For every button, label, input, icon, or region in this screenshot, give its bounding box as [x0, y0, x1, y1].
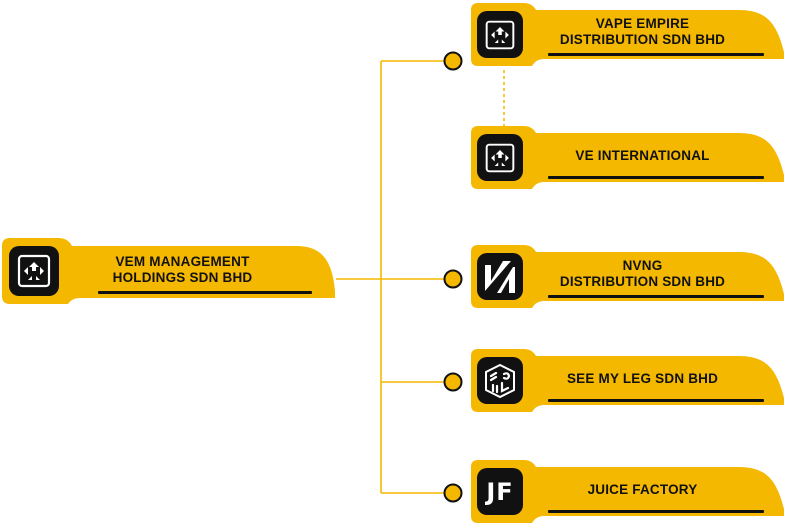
card-underline	[548, 295, 764, 298]
ve-international-logo-icon	[477, 134, 523, 181]
see-my-leg-logo-icon	[477, 357, 523, 404]
company-name-line1: SEE MY LEG SDN BHD	[566, 371, 719, 386]
subsidiary-card-ve-international: VE INTERNATIONAL	[468, 125, 788, 191]
vape-empire-logo-icon	[477, 11, 523, 58]
parent-name-line1: VEM MANAGEMENT	[115, 254, 250, 269]
company-name-line1: JUICE FACTORY	[587, 482, 698, 497]
company-name-line1: NVNG	[622, 258, 663, 273]
parent-name-line2: HOLDINGS SDN BHD	[112, 270, 253, 285]
node-dot-3	[443, 269, 463, 289]
node-dot-5	[443, 483, 463, 503]
subsidiary-card-juice-factory: JF JUICE FACTORY	[468, 459, 788, 527]
card-shape	[471, 245, 784, 308]
card-underline	[548, 399, 764, 402]
company-name: VE INTERNATIONAL	[540, 139, 745, 173]
card-underline	[548, 176, 764, 179]
company-name-line1: VE INTERNATIONAL	[575, 148, 710, 163]
parent-underline	[98, 291, 312, 294]
company-name-line2: DISTRIBUTION SDN BHD	[559, 274, 726, 289]
node-dot-4	[443, 372, 463, 392]
company-name: SEE MY LEG SDN BHD	[540, 362, 745, 396]
juice-factory-logo-icon: JF	[477, 468, 523, 515]
subsidiary-card-nvng: NVNG DISTRIBUTION SDN BHD	[468, 244, 788, 312]
company-name: NVNG DISTRIBUTION SDN BHD	[540, 256, 745, 292]
card-shape	[471, 126, 784, 189]
juice-factory-logo-text: JF	[486, 477, 514, 506]
card-shape	[471, 349, 784, 412]
card-underline	[548, 53, 764, 56]
company-name-line2: DISTRIBUTION SDN BHD	[559, 32, 726, 47]
card-shape	[471, 3, 784, 66]
company-name: VAPE EMPIRE DISTRIBUTION SDN BHD	[540, 14, 745, 50]
nvng-logo-icon	[477, 253, 523, 300]
subsidiary-card-see-my-leg: SEE MY LEG SDN BHD	[468, 348, 788, 416]
parent-card-shape	[2, 238, 335, 304]
parent-company-card: VEM MANAGEMENT HOLDINGS SDN BHD	[0, 236, 340, 306]
company-name-line1: VAPE EMPIRE	[595, 16, 690, 31]
parent-company-name: VEM MANAGEMENT HOLDINGS SDN BHD	[80, 250, 285, 290]
card-underline	[548, 510, 764, 513]
company-name: JUICE FACTORY	[540, 473, 745, 507]
node-dot-1	[443, 51, 463, 71]
vem-logo-icon	[9, 246, 59, 296]
card-shape	[471, 460, 784, 523]
subsidiary-card-vape-empire: VAPE EMPIRE DISTRIBUTION SDN BHD	[468, 2, 788, 70]
